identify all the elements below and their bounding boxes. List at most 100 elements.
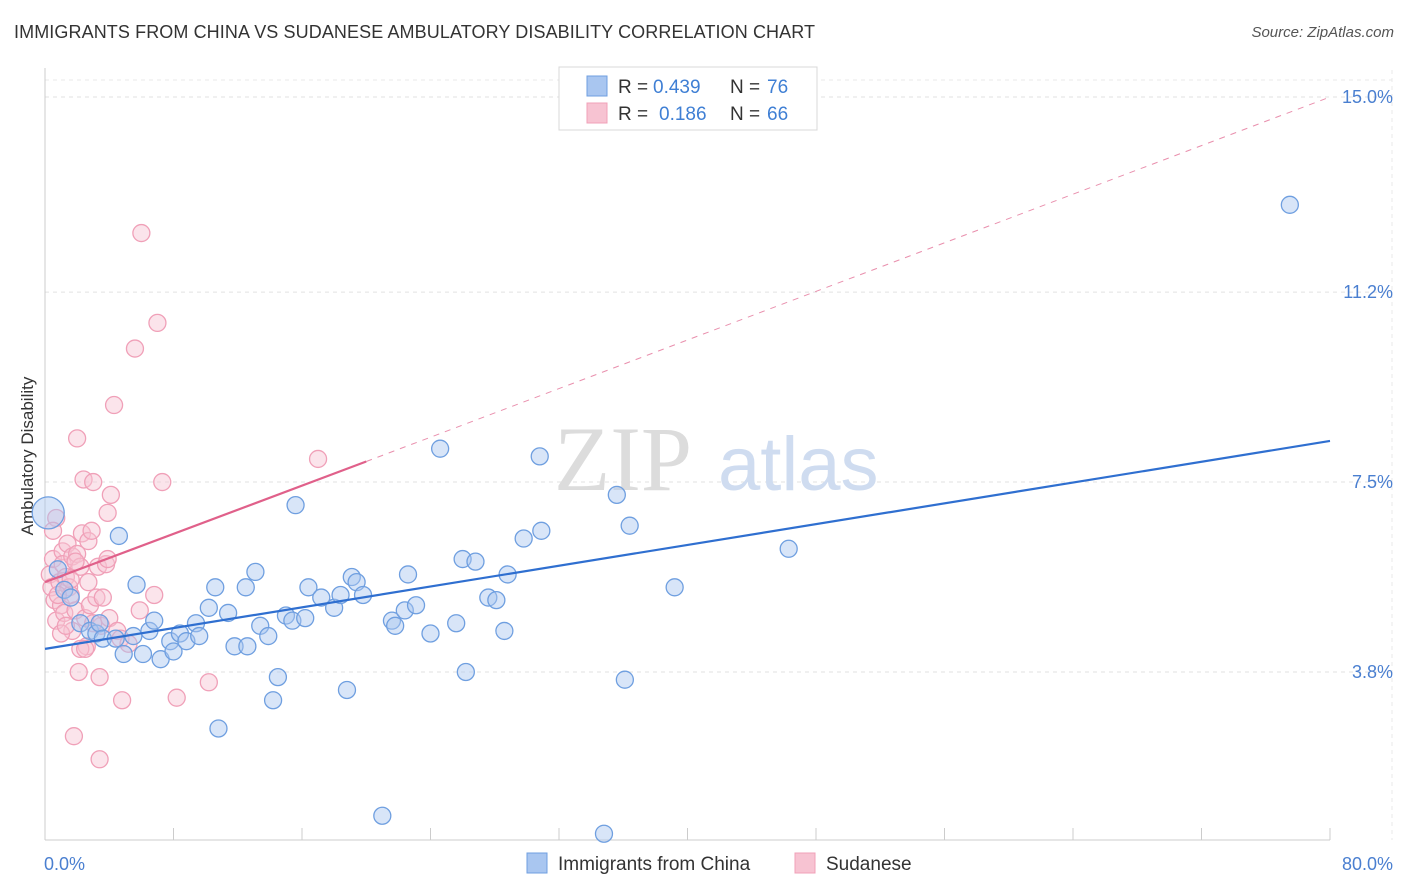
sudanese-point-44 (112, 691, 132, 710)
y-axis-label: Ambulatory Disability (18, 376, 37, 535)
sudanese-point-49 (145, 585, 164, 605)
china-point-69 (615, 670, 635, 689)
china-point-65 (530, 447, 549, 466)
legend-swatch-sudanese (586, 102, 608, 124)
sudanese-point-17 (64, 727, 84, 746)
sudanese-point-55 (98, 503, 117, 522)
sudanese-point-29 (82, 521, 101, 540)
sudanese-point-19 (67, 429, 87, 448)
y-tick-label-2: 11.2% (1343, 282, 1393, 302)
sudanese-trend-line (44, 460, 367, 584)
china-point-64 (514, 529, 533, 548)
china-point-51 (395, 601, 414, 620)
sudanese-point-41 (104, 395, 124, 415)
x-tick-label-min: 0.0% (44, 854, 85, 874)
china-point-73 (1280, 195, 1299, 214)
sudanese-point-64 (79, 573, 98, 592)
legend-n-value-china: 76 (767, 77, 788, 98)
watermark-atlas: atlas (718, 422, 879, 507)
legend-r-label-sudanese: R = (618, 104, 648, 125)
china-point-56 (447, 614, 466, 633)
sudanese-point-56 (61, 570, 80, 589)
legend-n-value-sudanese: 66 (767, 104, 788, 125)
china-point-10 (109, 526, 129, 546)
sudanese-point-53 (199, 673, 218, 692)
china-point-11 (114, 644, 133, 664)
china-point-62 (495, 621, 514, 641)
china-point-70 (620, 516, 639, 535)
watermark-zip: ZIP (554, 408, 692, 510)
sudanese-point-59 (76, 639, 95, 659)
legend-n-label-sudanese: N = (730, 104, 760, 125)
china-point-50 (386, 616, 405, 635)
axes (44, 68, 1331, 841)
sudanese-point-27 (79, 531, 98, 551)
sudanese-point-54 (308, 449, 328, 469)
china-point-14 (133, 644, 153, 664)
watermark: ZIP atlas (554, 408, 879, 510)
legend-r-value-sudanese: 0.186 (659, 104, 707, 125)
china-point-25 (206, 578, 225, 597)
bottom-legend-label-china: Immigrants from China (558, 854, 751, 875)
x-tick-labels: 0.0% 80.0% (44, 854, 1393, 874)
sudanese-point-47 (130, 601, 149, 620)
y-tick-label-3: 15.0% (1342, 87, 1393, 107)
china-point-30 (236, 578, 255, 597)
legend-swatch-china (586, 75, 608, 97)
y-tick-labels: 3.8% 7.5% 11.2% 15.0% (1342, 87, 1393, 682)
china-point-37 (286, 495, 305, 515)
x-tick-label-max: 80.0% (1342, 854, 1393, 874)
china-trend-line (44, 439, 1331, 650)
china-point-61 (487, 590, 506, 610)
china-point-68 (607, 485, 626, 505)
bottom-legend-label-sudanese: Sudanese (826, 854, 912, 875)
bottom-legend-swatch-sudanese (794, 852, 816, 874)
china-point-7 (90, 614, 109, 633)
china-point-33 (259, 626, 278, 646)
sudanese-point-21 (69, 662, 88, 682)
y-tick-label-1: 7.5% (1352, 472, 1393, 492)
china-point-26 (209, 719, 228, 738)
sudanese-point-33 (90, 667, 109, 687)
china-point-59 (466, 552, 485, 571)
china-point-66 (532, 521, 551, 540)
china-point-48 (373, 806, 392, 825)
china-point-28 (225, 637, 244, 656)
sudanese-point-40 (101, 485, 121, 505)
legend-n-label-china: N = (730, 77, 760, 98)
sudanese-point-31 (87, 588, 106, 607)
china-point-16 (145, 611, 164, 630)
china-point-58 (456, 662, 475, 682)
legend-r-label-china: R = (618, 77, 648, 98)
sudanese-point-50 (148, 313, 167, 333)
china-point-35 (263, 691, 283, 710)
trend-lines (44, 96, 1331, 650)
sudanese-point-46 (125, 339, 145, 358)
china-point-27 (218, 603, 238, 623)
china-point-24 (199, 598, 218, 617)
sudanese-point-30 (84, 472, 103, 492)
gridlines (45, 70, 1393, 840)
legend-r-value-china: 0.439 (653, 77, 701, 98)
china-point-54 (421, 624, 440, 643)
china-point-29 (238, 637, 257, 656)
bottom-legend: Immigrants from China Sudanese (526, 852, 912, 875)
bottom-legend-swatch-china (526, 852, 548, 874)
sudanese-point-36 (93, 588, 112, 607)
china-point-53 (406, 596, 426, 615)
china-point-72 (779, 539, 798, 558)
china-point-39 (296, 608, 315, 628)
sudanese-point-34 (90, 750, 109, 769)
china-point-4 (71, 614, 90, 633)
china-point-31 (246, 562, 265, 582)
sudanese-trend-extension (366, 96, 1331, 462)
china-point-13 (127, 575, 146, 594)
china-point-18 (161, 632, 180, 651)
china-point-41 (312, 588, 331, 607)
china-point-49 (382, 611, 402, 630)
china-points (31, 195, 1299, 843)
china-point-23 (190, 626, 209, 646)
china-point-19 (164, 642, 183, 661)
china-point-44 (337, 680, 357, 700)
